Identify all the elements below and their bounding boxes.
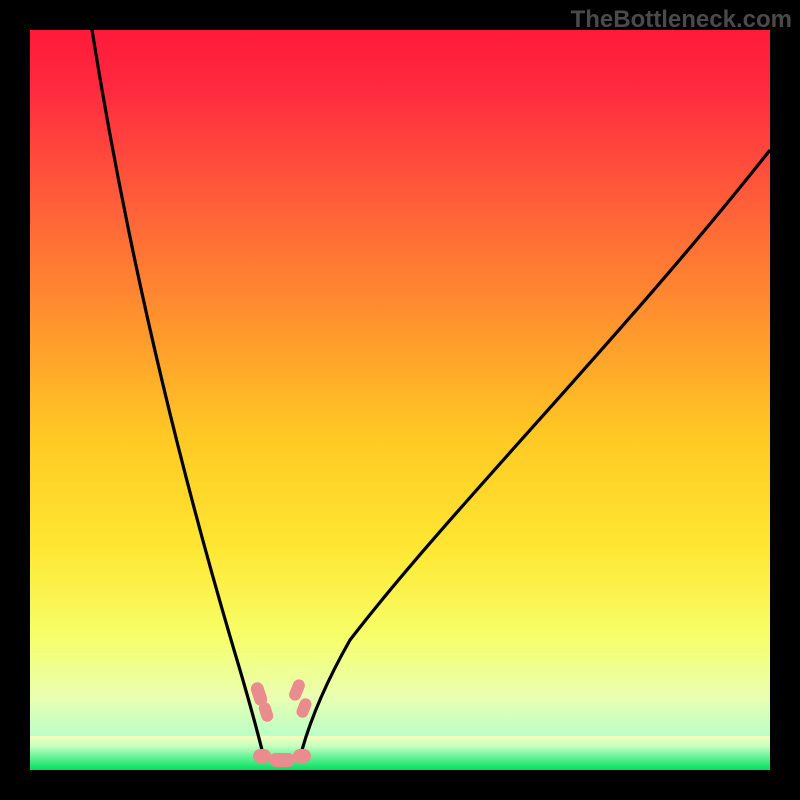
marker-blob [257, 701, 275, 724]
plot-area [30, 30, 770, 770]
marker-blob [293, 749, 311, 763]
chart-frame: TheBottleneck.com [0, 0, 800, 800]
markers-layer [30, 30, 770, 770]
watermark-text: TheBottleneck.com [571, 6, 792, 34]
marker-blob [269, 753, 295, 767]
